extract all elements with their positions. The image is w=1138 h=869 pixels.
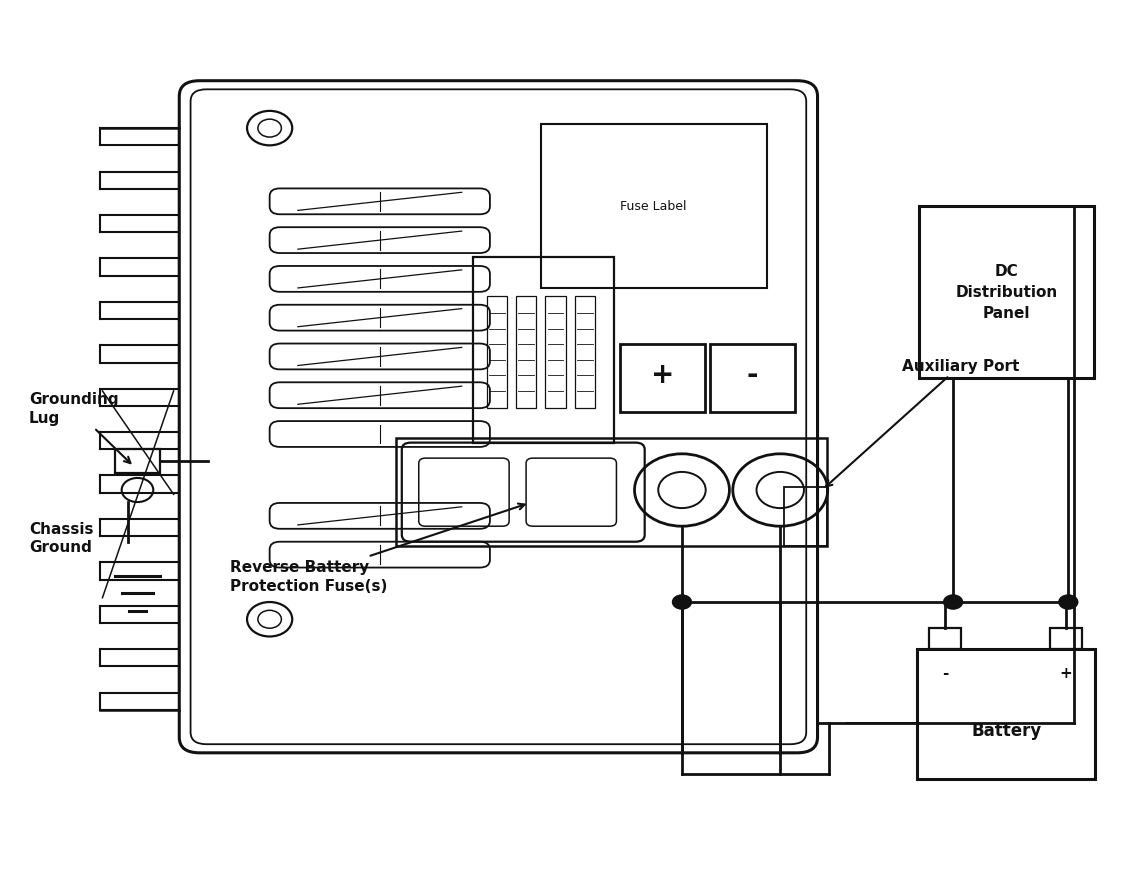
Text: Chassis
Ground: Chassis Ground: [30, 521, 93, 554]
Bar: [710, 344, 795, 413]
Bar: [620, 344, 704, 413]
Text: Auxiliary Port: Auxiliary Port: [826, 358, 1020, 487]
Bar: [575, 297, 595, 408]
Text: Grounding
Lug: Grounding Lug: [30, 392, 131, 464]
Bar: [930, 628, 960, 650]
Bar: [784, 488, 826, 547]
Bar: [541, 124, 767, 289]
Circle shape: [671, 594, 692, 610]
Text: -: -: [942, 666, 948, 680]
Bar: [917, 650, 1096, 779]
Text: Reverse Battery
Protection Fuse(s): Reverse Battery Protection Fuse(s): [230, 504, 525, 594]
Text: -: -: [747, 361, 758, 388]
Bar: [487, 297, 506, 408]
Text: +: +: [651, 361, 674, 388]
Text: Fuse Label: Fuse Label: [620, 200, 687, 213]
Bar: [473, 258, 615, 443]
Text: DC
Distribution
Panel: DC Distribution Panel: [956, 264, 1058, 321]
Bar: [396, 439, 826, 547]
Bar: [545, 297, 566, 408]
Text: +: +: [1059, 666, 1072, 680]
Bar: [516, 297, 536, 408]
Bar: [1050, 628, 1082, 650]
Text: Battery: Battery: [971, 720, 1041, 739]
Bar: [920, 207, 1095, 379]
Circle shape: [943, 594, 963, 610]
Circle shape: [1058, 594, 1079, 610]
Bar: [115, 449, 160, 474]
